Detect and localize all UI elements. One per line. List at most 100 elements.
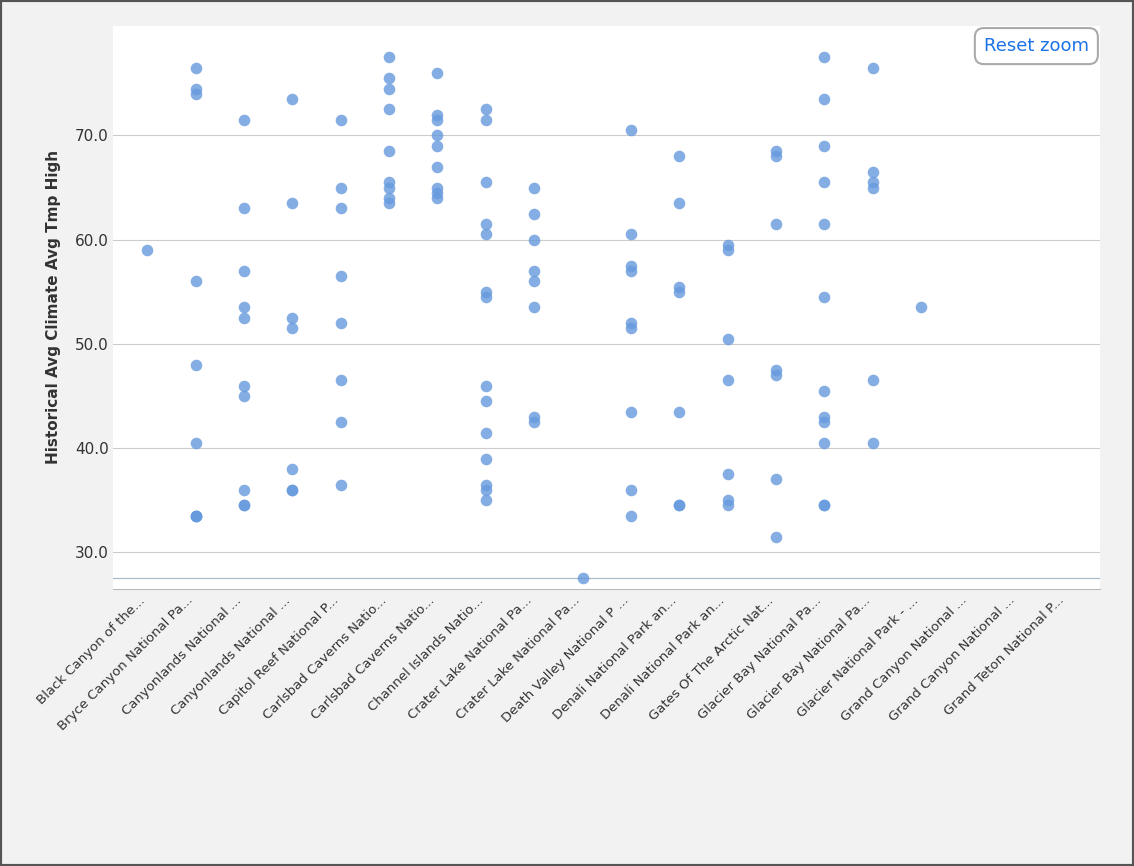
Point: [670, 285, 688, 299]
Point: [476, 483, 494, 497]
Point: [719, 468, 737, 481]
Point: [815, 384, 833, 397]
Point: [815, 499, 833, 513]
Point: [429, 186, 447, 200]
Point: [767, 368, 785, 382]
Point: [284, 483, 302, 497]
Point: [525, 181, 543, 195]
Point: [380, 181, 398, 195]
Point: [331, 113, 349, 126]
Point: [429, 66, 447, 80]
Point: [621, 259, 640, 273]
Point: [621, 483, 640, 497]
Point: [815, 436, 833, 449]
Point: [380, 50, 398, 64]
Point: [235, 113, 253, 126]
Point: [767, 363, 785, 377]
Point: [284, 197, 302, 210]
Point: [476, 217, 494, 231]
Point: [767, 217, 785, 231]
Point: [284, 462, 302, 476]
Point: [331, 202, 349, 216]
Point: [670, 404, 688, 418]
Point: [476, 425, 494, 439]
Point: [235, 483, 253, 497]
Point: [719, 494, 737, 507]
Point: [864, 373, 882, 387]
Point: [476, 478, 494, 492]
Point: [284, 311, 302, 325]
Point: [476, 176, 494, 190]
Point: [621, 321, 640, 335]
Point: [621, 404, 640, 418]
Point: [864, 436, 882, 449]
Point: [429, 107, 447, 121]
Point: [235, 378, 253, 392]
Point: [429, 128, 447, 142]
Point: [719, 332, 737, 346]
Point: [525, 233, 543, 247]
Point: [815, 499, 833, 513]
Point: [525, 207, 543, 221]
Point: [284, 92, 302, 106]
Point: [525, 264, 543, 278]
Point: [331, 269, 349, 283]
Text: Reset zoom: Reset zoom: [984, 37, 1089, 55]
Point: [380, 144, 398, 158]
Point: [331, 316, 349, 330]
Point: [380, 71, 398, 85]
Point: [621, 264, 640, 278]
Point: [380, 191, 398, 205]
Point: [815, 217, 833, 231]
Point: [429, 160, 447, 174]
Point: [670, 280, 688, 294]
Point: [621, 228, 640, 242]
Point: [815, 176, 833, 190]
Point: [380, 176, 398, 190]
Point: [767, 149, 785, 163]
Point: [815, 410, 833, 423]
Point: [235, 202, 253, 216]
Point: [331, 478, 349, 492]
Point: [429, 113, 447, 126]
Point: [525, 301, 543, 314]
Point: [284, 321, 302, 335]
Point: [235, 499, 253, 513]
Point: [186, 87, 204, 100]
Point: [815, 50, 833, 64]
Point: [864, 181, 882, 195]
Point: [525, 275, 543, 288]
Point: [670, 499, 688, 513]
Point: [476, 290, 494, 304]
Point: [864, 176, 882, 190]
Point: [525, 415, 543, 429]
Point: [380, 81, 398, 95]
Point: [138, 243, 156, 257]
Point: [235, 311, 253, 325]
Point: [621, 123, 640, 137]
Point: [476, 285, 494, 299]
Point: [429, 191, 447, 205]
Y-axis label: Historical Avg Climate Avg Tmp High: Historical Avg Climate Avg Tmp High: [45, 151, 61, 464]
Point: [235, 389, 253, 403]
Point: [186, 509, 204, 523]
Point: [331, 373, 349, 387]
Point: [719, 238, 737, 252]
Point: [476, 228, 494, 242]
Point: [186, 509, 204, 523]
Point: [815, 92, 833, 106]
Point: [186, 436, 204, 449]
Point: [476, 452, 494, 466]
Point: [815, 139, 833, 152]
Point: [719, 243, 737, 257]
Point: [429, 181, 447, 195]
Point: [380, 197, 398, 210]
Point: [186, 509, 204, 523]
Point: [331, 181, 349, 195]
Point: [525, 410, 543, 423]
Point: [284, 483, 302, 497]
Point: [186, 81, 204, 95]
Point: [235, 499, 253, 513]
Point: [476, 113, 494, 126]
Point: [476, 378, 494, 392]
